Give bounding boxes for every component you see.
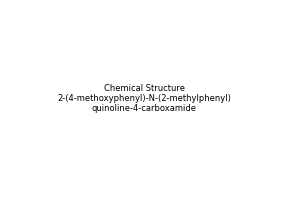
Text: Chemical Structure
2-(4-methoxyphenyl)-N-(2-methylphenyl)
quinoline-4-carboxamid: Chemical Structure 2-(4-methoxyphenyl)-N… <box>57 84 231 113</box>
